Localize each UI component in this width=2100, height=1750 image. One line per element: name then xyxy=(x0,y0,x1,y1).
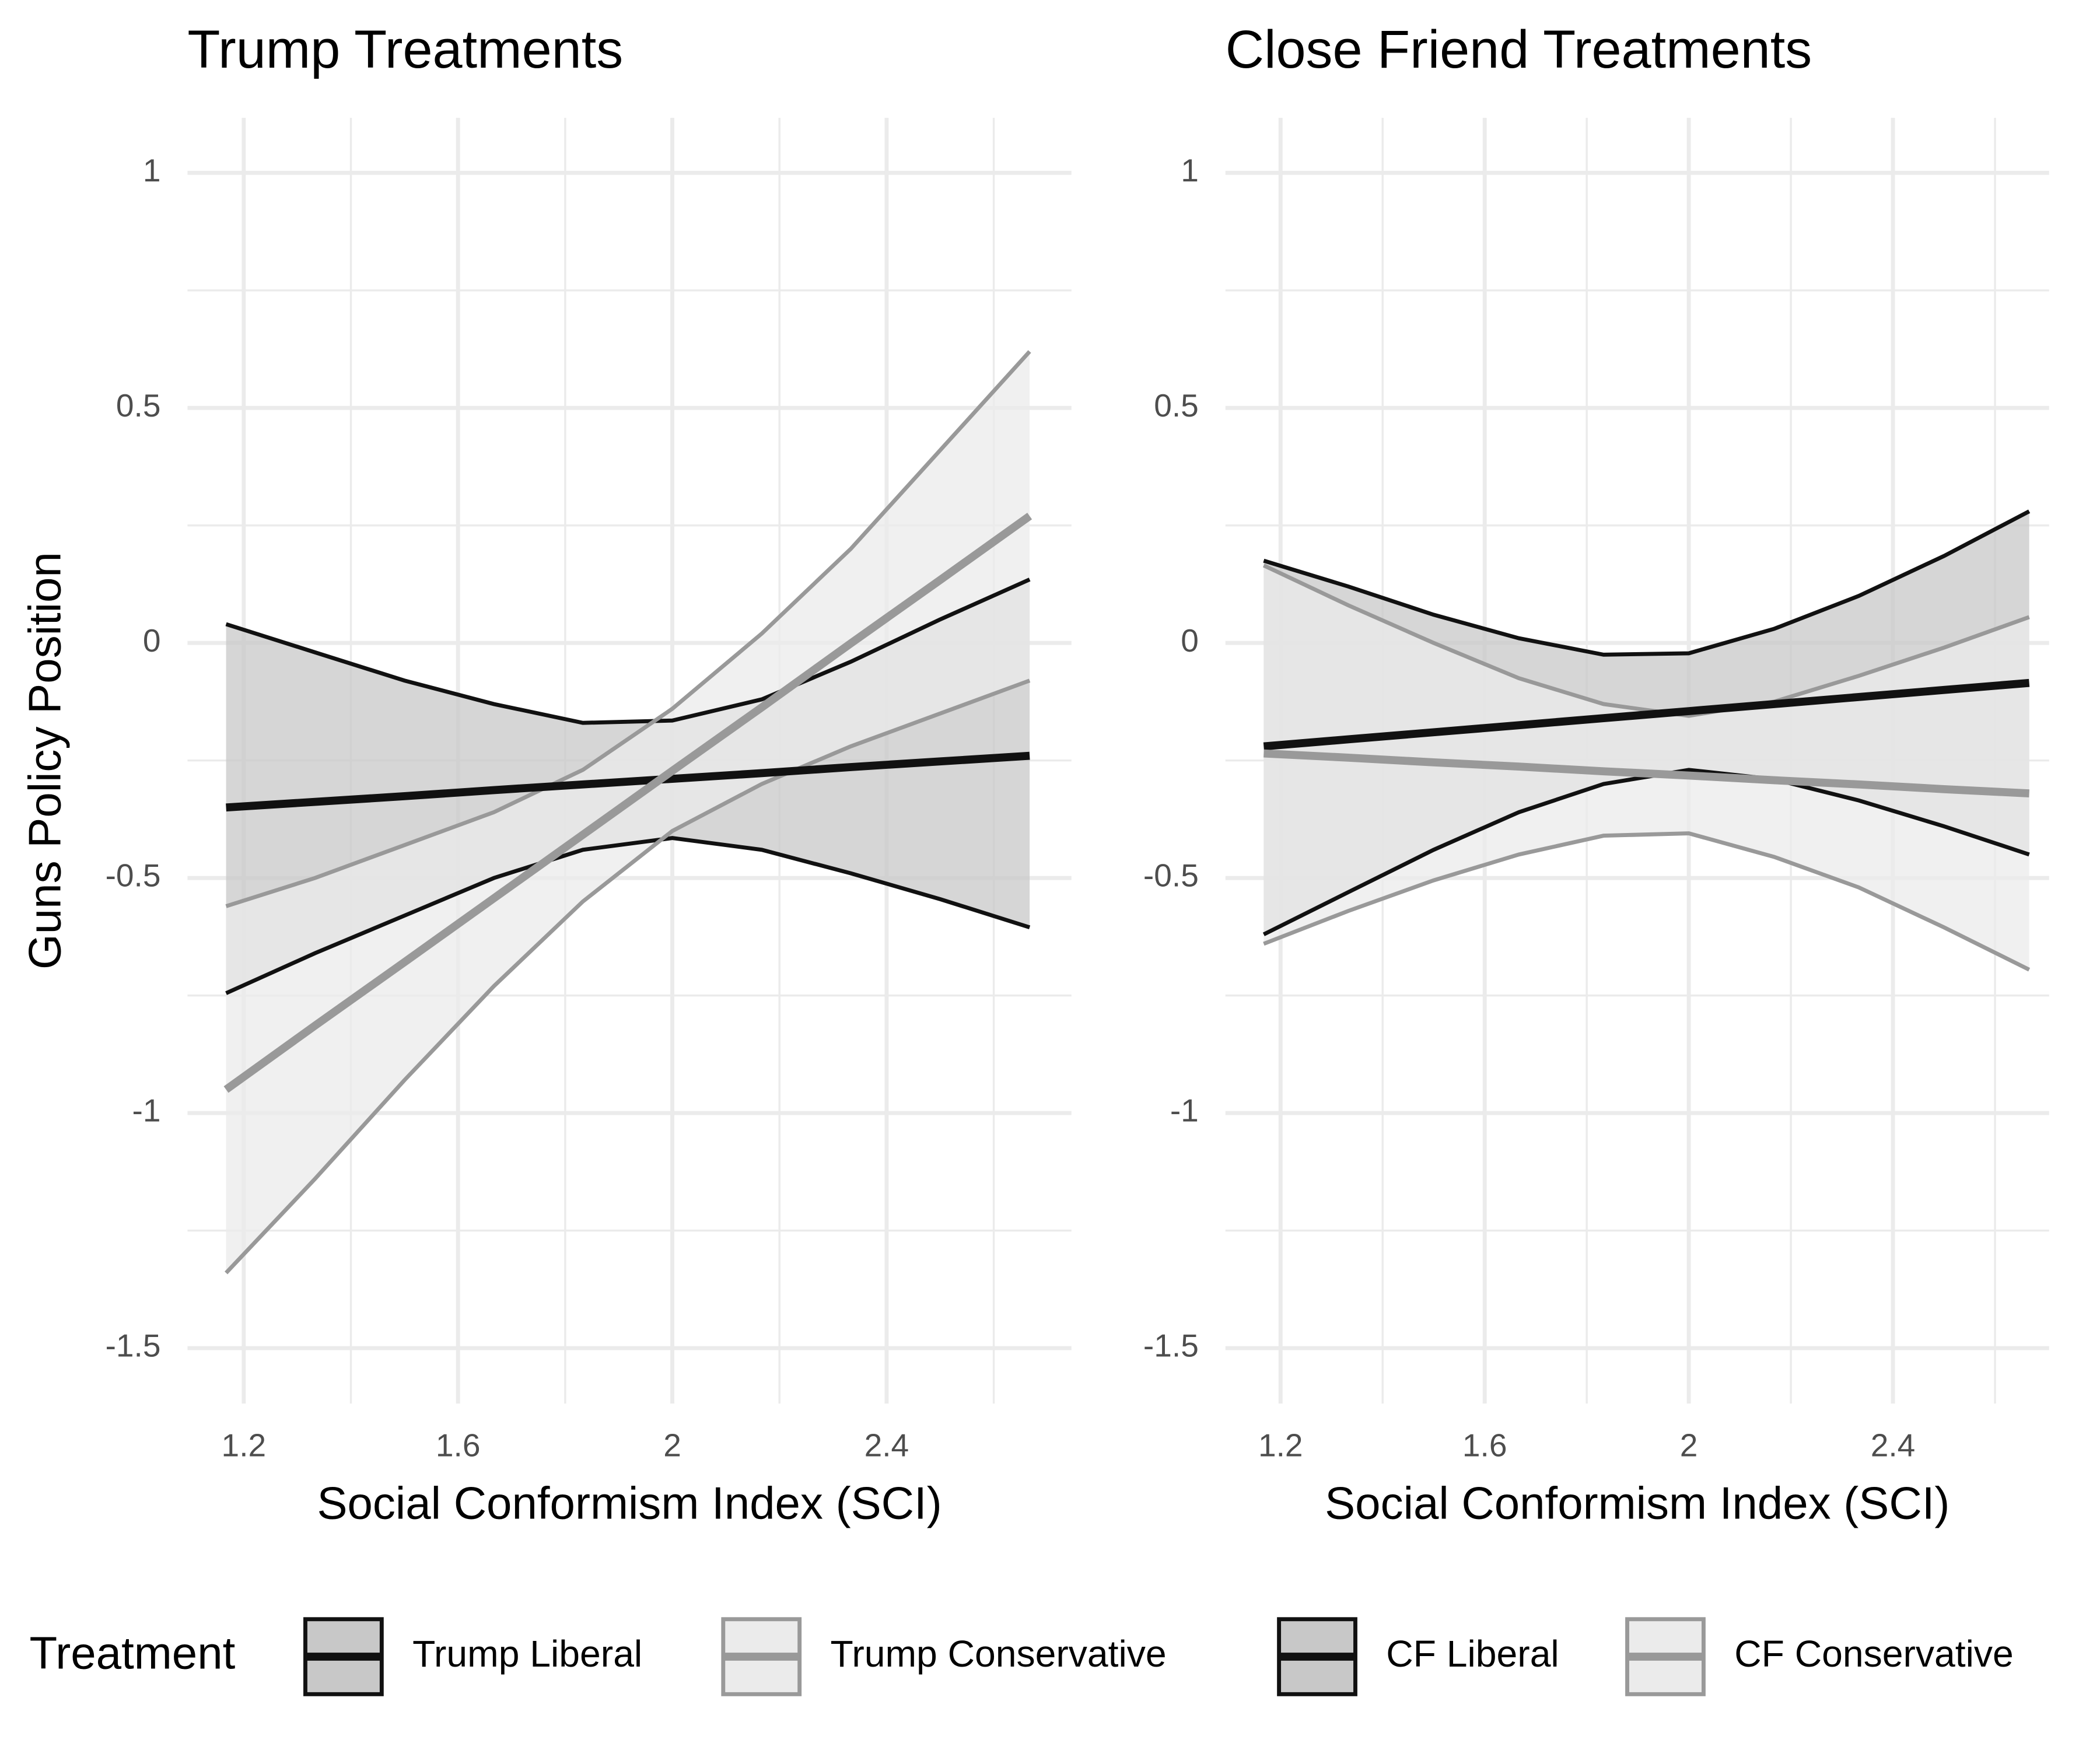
band-edge xyxy=(1263,831,2031,972)
y-tick-label: -0.5 xyxy=(1143,858,1199,894)
y-tick-label: -1 xyxy=(132,1093,161,1129)
y-tick-label: -1.5 xyxy=(106,1328,161,1364)
y-tick-label: -1.5 xyxy=(1143,1328,1199,1364)
y-tick-label: 0.5 xyxy=(1154,387,1199,424)
x-axis-label: Social Conformism Index (SCI) xyxy=(317,1478,942,1529)
x-axis-label: Social Conformism Index (SCI) xyxy=(1325,1478,1950,1529)
chart-title: Trump Treatments xyxy=(187,20,623,79)
chart-title: Close Friend Treatments xyxy=(1226,20,1812,79)
confidence-band xyxy=(1264,565,2029,970)
legend-title: Treatment xyxy=(30,1628,236,1679)
y-tick-label: 0.5 xyxy=(116,387,161,424)
confidence-band xyxy=(226,351,1030,1273)
line xyxy=(226,751,1030,812)
legend-label: CF Conservative xyxy=(1734,1633,2014,1675)
x-tick-label: 1.2 xyxy=(222,1427,267,1463)
legend-item: Trump Liberal xyxy=(303,1617,642,1696)
band-edge xyxy=(225,350,1031,908)
x-tick-label: 2 xyxy=(1680,1427,1698,1463)
legend-label: Trump Liberal xyxy=(412,1633,642,1675)
legend-label: Trump Conservative xyxy=(830,1633,1166,1675)
legend-label: CF Liberal xyxy=(1386,1633,1559,1675)
y-tick-label: 1 xyxy=(1181,152,1199,188)
y-tick-label: -1 xyxy=(1170,1093,1199,1129)
x-tick-label: 2.4 xyxy=(864,1427,909,1463)
legend-item: CF Liberal xyxy=(1277,1617,1559,1696)
line xyxy=(223,513,1032,1093)
line xyxy=(1264,749,2029,797)
band-edge xyxy=(225,578,1031,725)
x-tick-label: 2.4 xyxy=(1871,1427,1916,1463)
band-edge xyxy=(225,836,1031,995)
y-tick-label: -0.5 xyxy=(106,858,161,894)
y-tick-label: 0 xyxy=(1181,622,1199,659)
y-tick-label: 0 xyxy=(143,622,161,659)
x-tick-label: 1.6 xyxy=(1462,1427,1507,1463)
band-edge xyxy=(1263,509,2031,657)
x-tick-label: 1.6 xyxy=(436,1427,481,1463)
line xyxy=(1263,678,2030,751)
y-axis-label: Guns Policy Position xyxy=(19,552,70,970)
band-edge xyxy=(1262,564,2030,718)
y-tick-label: 1 xyxy=(143,152,161,188)
band-edge xyxy=(225,678,1031,1275)
legend-item: CF Conservative xyxy=(1625,1617,2014,1696)
x-tick-label: 2 xyxy=(663,1427,681,1463)
x-tick-label: 1.2 xyxy=(1258,1427,1303,1463)
legend-item: Trump Conservative xyxy=(721,1617,1167,1696)
